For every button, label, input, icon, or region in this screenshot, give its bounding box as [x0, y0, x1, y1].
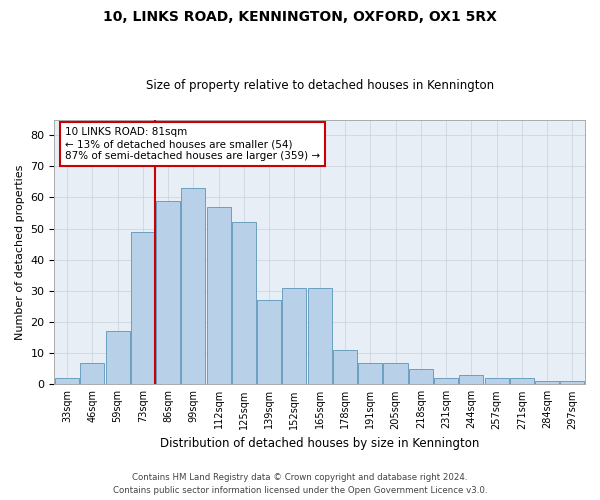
Bar — [510, 378, 534, 384]
Bar — [156, 200, 180, 384]
Text: 10, LINKS ROAD, KENNINGTON, OXFORD, OX1 5RX: 10, LINKS ROAD, KENNINGTON, OXFORD, OX1 … — [103, 10, 497, 24]
Bar — [459, 375, 484, 384]
Bar — [560, 381, 584, 384]
Bar — [358, 362, 382, 384]
X-axis label: Distribution of detached houses by size in Kennington: Distribution of detached houses by size … — [160, 437, 479, 450]
Bar — [232, 222, 256, 384]
Bar — [409, 368, 433, 384]
Bar — [80, 362, 104, 384]
Bar — [181, 188, 205, 384]
Bar — [106, 332, 130, 384]
Bar — [131, 232, 155, 384]
Bar — [206, 207, 230, 384]
Bar — [333, 350, 357, 384]
Text: 10 LINKS ROAD: 81sqm
← 13% of detached houses are smaller (54)
87% of semi-detac: 10 LINKS ROAD: 81sqm ← 13% of detached h… — [65, 128, 320, 160]
Bar — [535, 381, 559, 384]
Bar — [55, 378, 79, 384]
Bar — [434, 378, 458, 384]
Y-axis label: Number of detached properties: Number of detached properties — [15, 164, 25, 340]
Bar — [308, 288, 332, 384]
Bar — [283, 288, 307, 384]
Text: Contains HM Land Registry data © Crown copyright and database right 2024.
Contai: Contains HM Land Registry data © Crown c… — [113, 474, 487, 495]
Title: Size of property relative to detached houses in Kennington: Size of property relative to detached ho… — [146, 79, 494, 92]
Bar — [257, 300, 281, 384]
Bar — [485, 378, 509, 384]
Bar — [383, 362, 407, 384]
